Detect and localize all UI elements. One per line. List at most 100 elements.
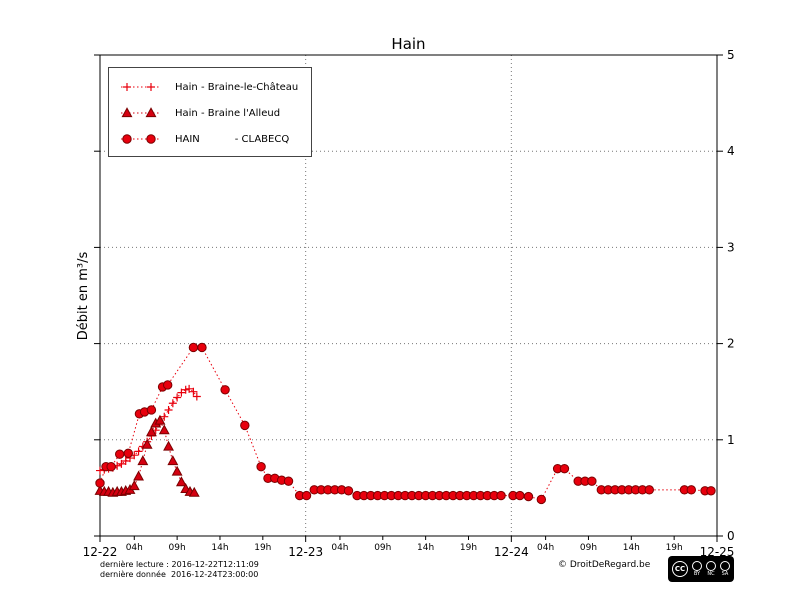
plus-marker bbox=[123, 83, 131, 91]
circle-marker bbox=[283, 476, 294, 486]
x-minor-tick-label: 09h bbox=[374, 543, 391, 553]
cc-by-icon: BY bbox=[692, 561, 702, 577]
last-reading-text: dernière lecture : 2016-12-22T12:11:09 bbox=[100, 560, 259, 569]
x-major-tick-label: 12-25 bbox=[700, 545, 735, 559]
plus-marker bbox=[121, 456, 130, 465]
x-axis: 12-22 12-23 12-24 12-25 04h 09h 14h 19h 04h 09h 14… bbox=[83, 536, 735, 559]
circle-marker bbox=[301, 490, 312, 501]
triangle-marker bbox=[154, 414, 166, 425]
cc-nc-icon: NC bbox=[706, 561, 716, 577]
cc-logo-icon: CC bbox=[672, 561, 688, 577]
x-minor-tick-label: 09h bbox=[580, 543, 597, 553]
series-1 bbox=[94, 414, 200, 497]
legend: Hain - Braine-le-Château Hain - Braine l'… bbox=[108, 67, 312, 157]
circle-marker bbox=[523, 491, 534, 502]
plus-marker bbox=[160, 412, 169, 421]
x-minor-tick-label: 14h bbox=[623, 543, 640, 553]
plus-marker bbox=[192, 392, 201, 401]
legend-item: Hain - Braine-le-Château bbox=[117, 74, 303, 100]
circle-marker bbox=[706, 486, 716, 496]
series-line bbox=[99, 388, 198, 472]
circle-marker bbox=[122, 134, 132, 144]
plus-marker bbox=[185, 384, 194, 393]
circle-marker bbox=[146, 405, 157, 415]
legend-item: HAIN - CLABECQ bbox=[117, 126, 303, 152]
plus-marker bbox=[96, 466, 104, 475]
last-data-text: dernière donnée 2016-12-24T23:00:00 bbox=[100, 570, 259, 579]
x-major-tick-label: 12-23 bbox=[288, 545, 323, 559]
y-tick-label: 0 bbox=[727, 529, 735, 543]
circle-marker bbox=[686, 485, 696, 495]
series-0 bbox=[96, 384, 201, 475]
plus-marker bbox=[168, 399, 177, 408]
y-tick-label: 4 bbox=[727, 144, 735, 158]
x-minor-tick-label: 19h bbox=[666, 543, 683, 553]
triangle-marker bbox=[175, 476, 187, 487]
circle-marker bbox=[240, 420, 250, 431]
series-2 bbox=[95, 342, 716, 505]
legend-item-label: HAIN - CLABECQ bbox=[175, 133, 290, 145]
plus-marker bbox=[147, 83, 155, 91]
x-major-tick-label: 12-22 bbox=[83, 545, 118, 559]
x-minor-tick-label: 09h bbox=[169, 543, 186, 553]
circle-marker bbox=[496, 490, 506, 501]
x-minor-tick-label: 19h bbox=[460, 543, 477, 553]
triangle-marker bbox=[167, 455, 179, 466]
legend-item-label: Hain - Braine-le-Château bbox=[175, 81, 299, 93]
plus-marker bbox=[134, 447, 143, 456]
plus-marker bbox=[173, 393, 182, 402]
circle-marker bbox=[220, 385, 230, 395]
circle-marker bbox=[123, 448, 133, 458]
x-minor-tick-label: 19h bbox=[254, 543, 271, 553]
triangle-marker bbox=[188, 486, 200, 497]
x-minor-tick-label: 14h bbox=[211, 543, 228, 553]
circle-marker bbox=[644, 485, 655, 495]
circle-marker bbox=[256, 462, 266, 472]
cc-sa-icon: SA bbox=[720, 561, 730, 577]
circle-marker bbox=[587, 476, 597, 486]
triangle-marker bbox=[137, 455, 149, 466]
circle-marker bbox=[162, 380, 173, 390]
y-axis: 0 1 2 3 4 5 bbox=[94, 48, 735, 543]
circle-marker bbox=[146, 134, 156, 144]
circle-marker bbox=[343, 486, 354, 496]
triangle-marker bbox=[145, 426, 157, 437]
legend-plus-sample-icon bbox=[121, 83, 159, 91]
triangle-marker bbox=[128, 480, 140, 491]
y-tick-label: 2 bbox=[727, 337, 735, 351]
x-minor-tick-label: 04h bbox=[537, 543, 554, 553]
triangle-marker bbox=[171, 465, 183, 476]
circle-marker bbox=[515, 490, 525, 501]
legend-item-label: Hain - Braine l'Alleud bbox=[175, 107, 281, 119]
triangle-marker bbox=[133, 470, 145, 481]
plus-marker bbox=[181, 385, 190, 394]
copyright-text: © DroitDeRegard.be bbox=[558, 560, 651, 570]
y-tick-label: 3 bbox=[727, 240, 735, 254]
plot-frame bbox=[99, 54, 718, 537]
circle-marker bbox=[536, 494, 547, 505]
triangle-marker bbox=[145, 107, 157, 118]
triangle-marker bbox=[121, 107, 133, 118]
x-minor-tick-label: 14h bbox=[417, 543, 434, 553]
x-minor-tick-label: 04h bbox=[126, 543, 143, 553]
triangle-marker bbox=[158, 424, 170, 435]
series-line bbox=[99, 346, 712, 501]
x-minor-tick-label: 04h bbox=[331, 543, 348, 553]
chart-title: Hain bbox=[391, 35, 426, 53]
plus-marker bbox=[177, 388, 186, 397]
triangle-marker bbox=[163, 440, 174, 451]
y-tick-label: 1 bbox=[727, 433, 735, 447]
circle-marker bbox=[95, 478, 105, 488]
circle-marker bbox=[559, 463, 570, 474]
circle-marker bbox=[188, 342, 199, 353]
plus-marker bbox=[164, 405, 173, 414]
legend-circle-sample-icon bbox=[121, 134, 159, 144]
y-tick-label: 5 bbox=[727, 48, 735, 62]
cc-license-badge[interactable]: CC BY NC SA bbox=[668, 556, 734, 582]
legend-item: Hain - Braine l'Alleud bbox=[117, 100, 303, 126]
circle-marker bbox=[115, 449, 125, 459]
x-major-tick-label: 12-24 bbox=[494, 545, 529, 559]
plus-marker bbox=[189, 387, 198, 396]
